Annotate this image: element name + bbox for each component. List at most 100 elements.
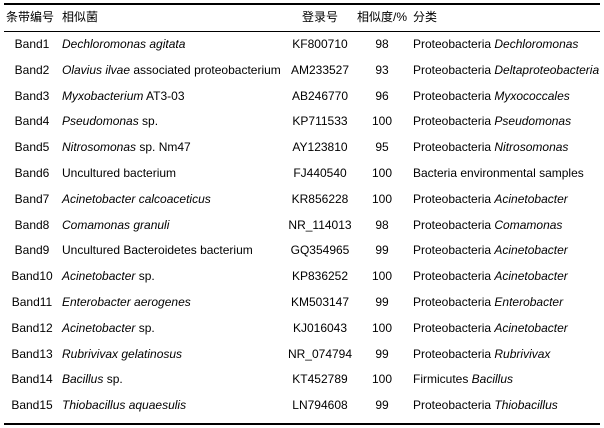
species-text: Uncultured bacterium xyxy=(62,166,177,180)
band-id: Band4 xyxy=(14,114,50,129)
header-similarity: 相似度/% xyxy=(356,10,407,24)
classification-text: Rubrivivax xyxy=(494,346,551,361)
table-header: 条带编号 相似菌 登录号 相似度/% 分类 xyxy=(0,9,604,25)
species-text: Pseudomonas xyxy=(62,114,139,129)
band-id: Band5 xyxy=(14,140,50,155)
band-id: Band14 xyxy=(11,372,53,387)
classification-text: Comamonas xyxy=(494,217,563,232)
table-row: Band7 Acinetobacter calcoaceticus KR856228… xyxy=(0,191,604,207)
classification: Proteobacteria Dechloromonas xyxy=(413,36,578,52)
accession-number: KT452789 xyxy=(292,372,348,387)
accession-number: KP711533 xyxy=(292,114,348,129)
species-text: Myxobacterium xyxy=(62,88,144,103)
classification: Proteobacteria Acinetobacter xyxy=(413,191,568,207)
similarity-percent: 98 xyxy=(375,217,389,232)
similar-species: Nitrosomonas sp. Nm47 xyxy=(62,139,191,155)
species-text: associated proteobacterium xyxy=(130,62,281,77)
table-top-rule xyxy=(4,3,600,5)
similar-species: Dechloromonas agitata xyxy=(62,36,185,52)
header-rule xyxy=(4,31,600,32)
accession-number: KJ016043 xyxy=(292,320,348,335)
classification: Proteobacteria Myxococcales xyxy=(413,88,570,104)
similar-species: Bacillus sp. xyxy=(62,371,123,387)
classification-text: Bacteria environmental samples xyxy=(413,166,584,180)
accession-number: KP836252 xyxy=(291,269,349,284)
classification-text: Deltaproteobacteria xyxy=(494,62,600,77)
classification: Proteobacteria Comamonas xyxy=(413,217,562,233)
classification-text: Proteobacteria xyxy=(413,346,495,361)
species-text: Acinetobacter xyxy=(62,269,136,284)
species-text: sp. xyxy=(135,320,155,335)
classification-text: Proteobacteria xyxy=(413,269,495,284)
classification-text: Proteobacteria xyxy=(413,114,495,129)
classification-text: Proteobacteria xyxy=(413,217,495,232)
accession-number: AY123810 xyxy=(292,140,348,155)
band-id: Band12 xyxy=(11,320,53,335)
similarity-percent: 100 xyxy=(371,166,393,180)
classification-text: Proteobacteria xyxy=(413,191,495,206)
classification-text: Nitrosomonas xyxy=(494,140,569,155)
classification: Proteobacteria Acinetobacter xyxy=(413,242,568,258)
species-text: sp. Nm47 xyxy=(136,140,191,155)
band-id: Band10 xyxy=(11,269,53,284)
table-row: Band11 Enterobacter aerogenes KM503147 99 Pr… xyxy=(0,294,604,310)
accession-number: KR856228 xyxy=(291,191,349,206)
similarity-percent: 95 xyxy=(375,140,389,155)
classification-text: Dechloromonas xyxy=(494,37,579,51)
species-text: Thiobacillus aquaesulis xyxy=(62,398,187,413)
table-row: Band1 Dechloromonas agitata KF800710 98 Prot… xyxy=(0,36,604,52)
table-row: Band12 Acinetobacter sp. KJ016043 100 Proteo… xyxy=(0,320,604,336)
classification-text: Acinetobacter xyxy=(494,243,568,258)
classification-text: Proteobacteria xyxy=(413,320,495,335)
similar-species: Comamonas granuli xyxy=(62,217,169,233)
table-row: Band9 Uncultured Bacteroidetes bacterium G… xyxy=(0,242,604,258)
similarity-percent: 96 xyxy=(375,88,389,103)
classification: Proteobacteria Rubrivivax xyxy=(413,346,550,362)
similar-species: Acinetobacter sp. xyxy=(62,268,155,284)
classification: Proteobacteria Acinetobacter xyxy=(413,320,568,336)
similar-species: Uncultured Bacteroidetes bacterium xyxy=(62,242,253,258)
species-text: Acinetobacter calcoaceticus xyxy=(62,191,211,206)
similarity-percent: 100 xyxy=(371,269,393,284)
species-text: Comamonas granuli xyxy=(62,217,170,232)
table-row: Band13 Rubrivivax gelatinosus NR_074794 99 P… xyxy=(0,346,604,362)
species-text: Dechloromonas agitata xyxy=(62,37,186,51)
species-text: sp. xyxy=(138,114,159,129)
species-text: Bacillus xyxy=(62,372,104,387)
band-id: Band1 xyxy=(14,37,50,51)
header-species: 相似菌 xyxy=(62,10,99,24)
classification-text: Thiobacillus xyxy=(494,398,558,413)
classification-text: Proteobacteria xyxy=(413,37,495,51)
similarity-percent: 99 xyxy=(375,243,389,258)
similarity-percent: 93 xyxy=(375,62,389,77)
classification: Firmicutes Bacillus xyxy=(413,371,513,387)
accession-number: AB246770 xyxy=(291,88,349,103)
band-id: Band9 xyxy=(14,243,50,258)
classification-text: Proteobacteria xyxy=(413,398,495,413)
classification-text: Acinetobacter xyxy=(494,269,568,284)
similar-species: Enterobacter aerogenes xyxy=(62,294,191,310)
classification: Proteobacteria Enterobacter xyxy=(413,294,563,310)
species-text: Enterobacter aerogenes xyxy=(62,295,191,309)
classification: Proteobacteria Nitrosomonas xyxy=(413,139,568,155)
table-row: Band4 Pseudomonas sp. KP711533 100 Proteobac… xyxy=(0,113,604,129)
species-text: AT3-03 xyxy=(143,88,185,103)
band-id: Band15 xyxy=(11,398,53,413)
classification-text: Enterobacter xyxy=(494,295,564,309)
species-text: Acinetobacter xyxy=(62,320,136,335)
accession-number: NR_114013 xyxy=(288,217,352,232)
accession-number: NR_074794 xyxy=(287,346,353,361)
accession-number: FJ440540 xyxy=(293,166,347,180)
species-text: sp. xyxy=(135,269,155,284)
header-classification: 分类 xyxy=(413,10,438,24)
similar-species: Pseudomonas sp. xyxy=(62,113,158,129)
similar-species: Thiobacillus aquaesulis xyxy=(62,397,186,413)
classification-text: Acinetobacter xyxy=(494,320,568,335)
classification-text: Myxococcales xyxy=(494,88,570,103)
classification-text: Proteobacteria xyxy=(413,243,495,258)
classification: Proteobacteria Acinetobacter xyxy=(413,268,568,284)
similarity-percent: 100 xyxy=(371,191,393,206)
classification-text: Proteobacteria xyxy=(413,140,495,155)
similar-species: Acinetobacter sp. xyxy=(62,320,155,336)
classification: Proteobacteria Deltaproteobacteria xyxy=(413,62,599,78)
